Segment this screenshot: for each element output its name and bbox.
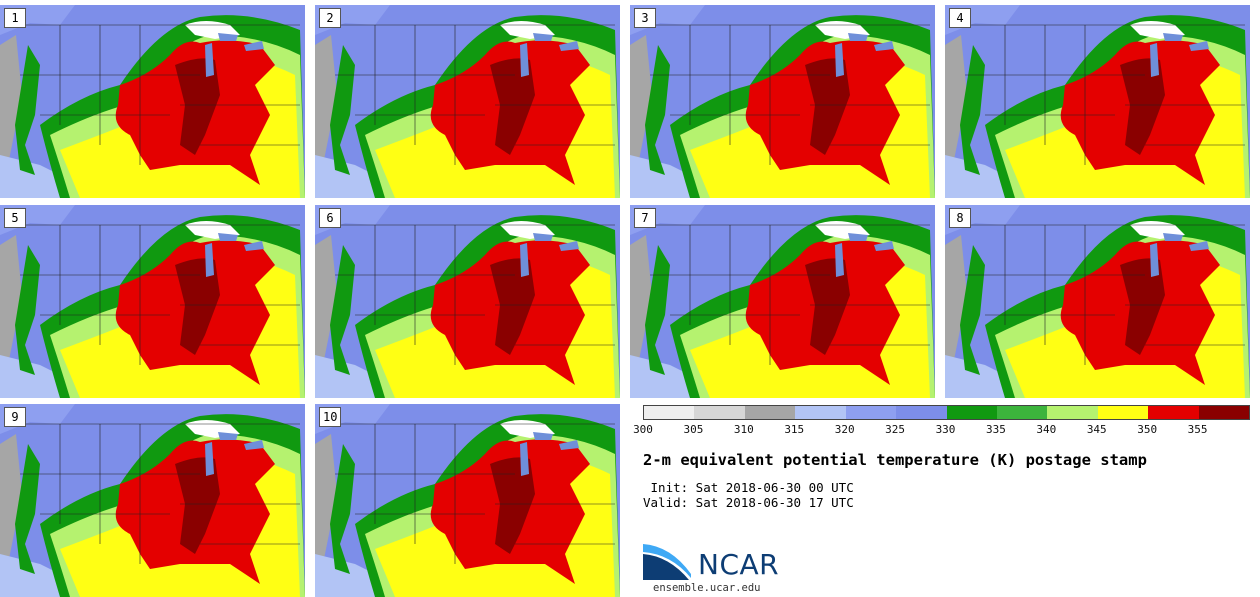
- member-panel: 5: [0, 205, 305, 398]
- member-panel: 4: [945, 5, 1250, 198]
- panel-number: 8: [949, 208, 971, 228]
- conus-map: [0, 205, 305, 398]
- conus-map: [945, 5, 1250, 198]
- member-panel: 2: [315, 5, 620, 198]
- colorbar-swatch: [795, 406, 846, 419]
- panel-number: 4: [949, 8, 971, 28]
- member-panel: 1: [0, 5, 305, 198]
- colorbar-swatch: [744, 406, 796, 419]
- init-time: Init: Sat 2018-06-30 00 UTC: [643, 480, 854, 495]
- colorbar-swatch: [946, 406, 997, 419]
- colorbar-swatch: [1148, 406, 1199, 419]
- conus-map: [945, 205, 1250, 398]
- colorbar-swatch: [845, 406, 897, 419]
- colorbar-tick-label: 305: [683, 423, 704, 436]
- colorbar-swatch: [694, 406, 745, 419]
- panel-number: 10: [319, 407, 342, 427]
- page-title: 2-m equivalent potential temperature (K)…: [643, 451, 1147, 469]
- colorbar-swatch: [996, 406, 1048, 419]
- ncar-logo-icon: [643, 544, 691, 580]
- conus-map: [630, 5, 935, 198]
- colorbar-tick-label: 310: [733, 423, 754, 436]
- panel-number: 3: [634, 8, 656, 28]
- colorbar: [643, 405, 1250, 420]
- member-panel: 6: [315, 205, 620, 398]
- panel-number: 2: [319, 8, 341, 28]
- colorbar-tick-label: 320: [834, 423, 855, 436]
- colorbar-tick-label: 315: [784, 423, 805, 436]
- member-panel: 8: [945, 205, 1250, 398]
- colorbar-tick-label: 345: [1086, 423, 1107, 436]
- colorbar-swatch: [1047, 406, 1098, 419]
- logo-text: NCAR: [698, 548, 780, 581]
- colorbar-tick-label: 330: [935, 423, 956, 436]
- colorbar-swatch: [644, 406, 695, 419]
- colorbar-tick-label: 300: [633, 423, 653, 436]
- colorbar-tick-label: 325: [885, 423, 906, 436]
- member-panel: 10: [315, 404, 620, 597]
- conus-map: [0, 404, 305, 597]
- member-panel: 7: [630, 205, 935, 398]
- conus-map: [315, 5, 620, 198]
- conus-map: [630, 205, 935, 398]
- member-panel: 3: [630, 5, 935, 198]
- panel-number: 5: [4, 208, 26, 228]
- member-panel: 9: [0, 404, 305, 597]
- panel-number: 7: [634, 208, 656, 228]
- conus-map: [315, 404, 620, 597]
- colorbar-tick-label: 350: [1137, 423, 1158, 436]
- colorbar-swatch: [1198, 406, 1250, 419]
- panel-number: 1: [4, 8, 26, 28]
- valid-time: Valid: Sat 2018-06-30 17 UTC: [643, 495, 854, 510]
- conus-map: [0, 5, 305, 198]
- colorbar-tick-label: 335: [985, 423, 1006, 436]
- site-url: ensemble.ucar.edu: [653, 582, 761, 594]
- panel-number: 9: [4, 407, 26, 427]
- panel-number: 6: [319, 208, 341, 228]
- colorbar-swatch: [1097, 406, 1149, 419]
- colorbar-swatch: [896, 406, 947, 419]
- conus-map: [315, 205, 620, 398]
- colorbar-tick-label: 355: [1187, 423, 1208, 436]
- colorbar-tick-label: 340: [1036, 423, 1057, 436]
